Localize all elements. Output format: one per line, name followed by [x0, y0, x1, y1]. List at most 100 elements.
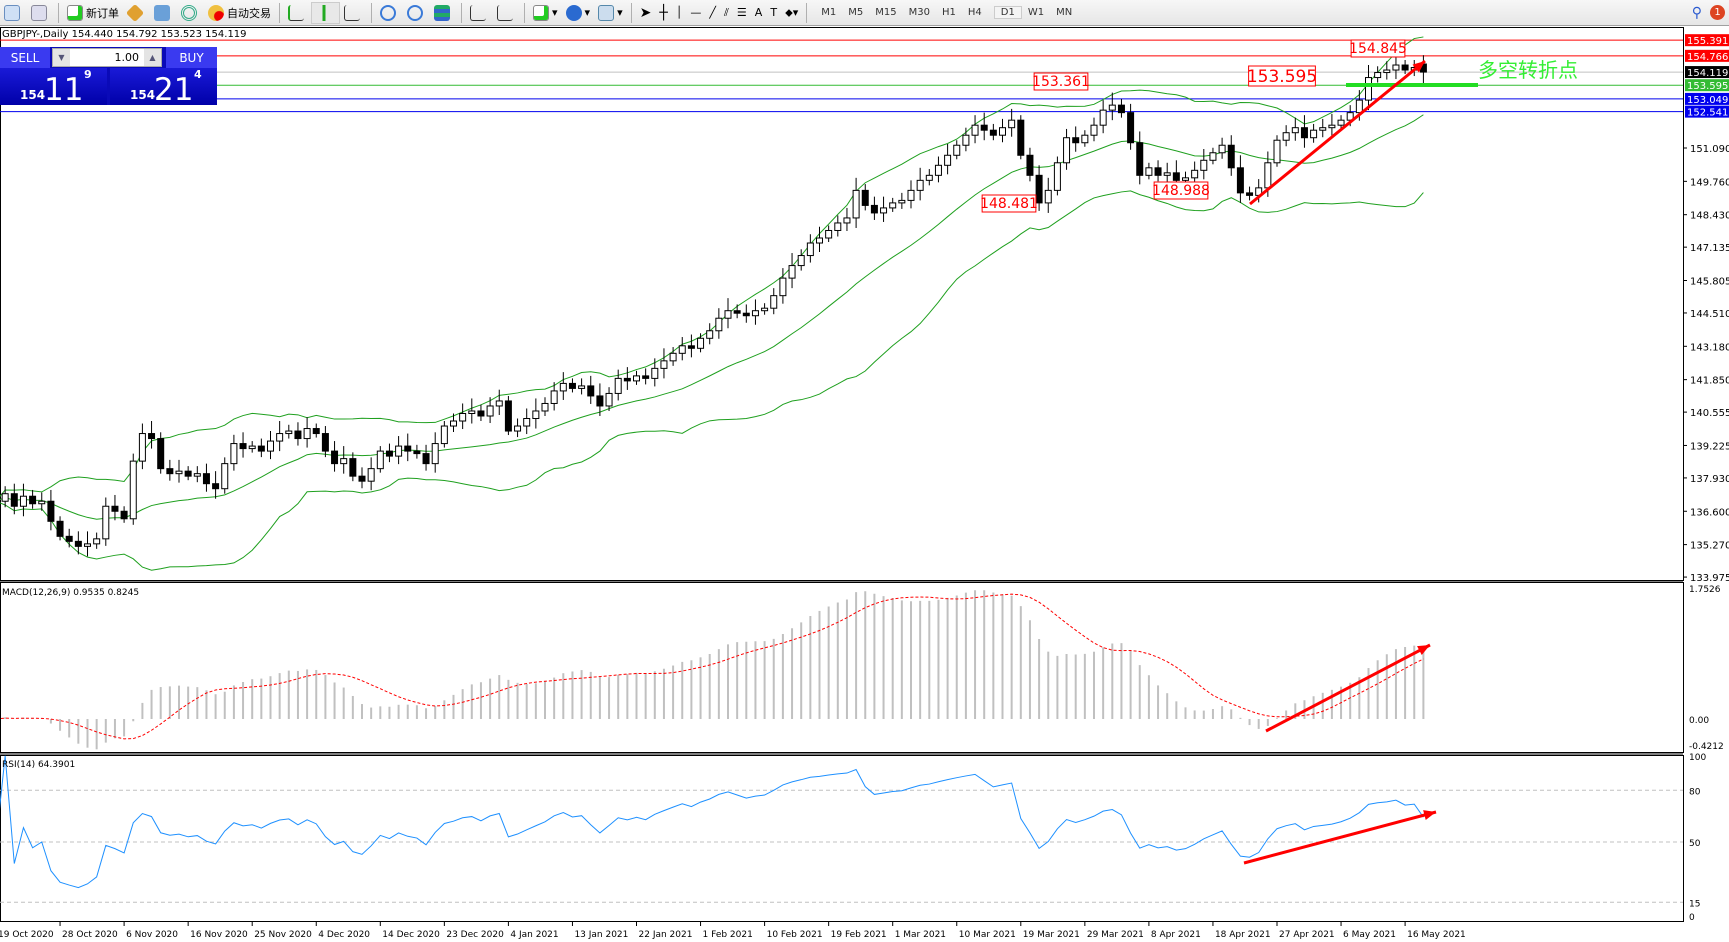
price-line-label-box: [1685, 105, 1729, 118]
candle: [1273, 139, 1281, 164]
price-annotation: 154.845: [1349, 41, 1407, 57]
search-button[interactable]: ⚲: [1688, 2, 1706, 24]
timeframe-m30[interactable]: M30: [908, 7, 931, 18]
auto-scroll-button[interactable]: [466, 2, 493, 24]
sell-price[interactable]: 154 11 9: [0, 68, 107, 108]
price-annotation-box: [1033, 72, 1089, 91]
candle: [74, 540, 82, 547]
candle: [1383, 69, 1391, 74]
divider: [461, 2, 462, 23]
candle: [385, 450, 393, 457]
candle-chart-button[interactable]: [311, 1, 340, 24]
timeframe-h1[interactable]: H1: [942, 7, 956, 18]
timeframe-mn[interactable]: MN: [1056, 7, 1073, 18]
price-line-label: 153.595: [1687, 81, 1728, 92]
periods-button[interactable]: ▾: [562, 2, 595, 24]
candle: [816, 237, 823, 244]
channel-tool[interactable]: ⫽: [720, 2, 733, 24]
candle: [1008, 119, 1016, 129]
lot-stepper[interactable]: ▼ 1.00 ▲: [52, 48, 162, 67]
date-label: 13 Jan 2021: [574, 930, 628, 940]
text-tool[interactable]: A: [751, 2, 767, 24]
bollinger-lower-band: [0, 190, 1424, 571]
candle: [221, 463, 229, 490]
candle: [376, 450, 384, 470]
indicators-button[interactable]: ▾: [529, 2, 562, 24]
buy-price-fraction: 4: [194, 68, 202, 81]
candle: [861, 189, 869, 206]
candle: [788, 265, 796, 279]
price-tick-label: 145.805: [1690, 276, 1729, 287]
clock-icon: [565, 4, 582, 21]
candle: [312, 428, 320, 435]
sell-price-fraction: 9: [84, 68, 92, 81]
zoom-in-button[interactable]: [376, 2, 403, 24]
macd-signal-line: [0, 593, 1424, 740]
signals-button[interactable]: [177, 2, 204, 24]
window-icon: [4, 4, 20, 21]
candle: [1108, 104, 1116, 111]
notifications-button[interactable]: 1: [1706, 2, 1729, 24]
candle: [486, 405, 494, 417]
trendline-tool[interactable]: ╱: [705, 2, 720, 24]
candle: [93, 538, 101, 545]
timeframe-m1[interactable]: M1: [821, 7, 837, 18]
arrows-tool[interactable]: ⬥▾: [781, 2, 802, 24]
zoom-out-button[interactable]: [403, 2, 430, 24]
timeframe-m15[interactable]: M15: [875, 7, 897, 18]
rsi-tick-label: 80: [1689, 787, 1701, 797]
candle: [761, 307, 769, 312]
line-chart-button[interactable]: [340, 2, 367, 24]
vertical-line-tool[interactable]: │: [672, 2, 687, 24]
timeframe-d1[interactable]: D1: [993, 6, 1022, 19]
lot-increase-button[interactable]: ▲: [144, 49, 161, 66]
candle: [193, 473, 201, 477]
candle: [1291, 127, 1299, 134]
timeframe-m5[interactable]: M5: [848, 7, 864, 18]
candle: [1136, 142, 1144, 176]
candle: [880, 207, 888, 214]
templates-button[interactable]: ▾: [594, 2, 627, 24]
candle: [138, 433, 146, 462]
candle: [1063, 137, 1071, 164]
candle: [1236, 167, 1244, 194]
zoom-in-icon: [380, 4, 396, 21]
candle: [1, 493, 9, 502]
candle: [257, 445, 265, 452]
macd-pane: [0, 590, 1431, 750]
price-annotation: 148.988: [1152, 183, 1210, 199]
candle: [1200, 159, 1208, 171]
candle: [1081, 134, 1089, 144]
cursor-tool[interactable]: ➤: [636, 2, 656, 24]
candle: [1365, 77, 1372, 101]
candle: [550, 390, 558, 404]
terminal-button[interactable]: [150, 2, 177, 24]
crosshair-tool[interactable]: ┼: [655, 2, 671, 24]
buy-price[interactable]: 154 21 4: [110, 68, 217, 108]
zoom-window-button[interactable]: [27, 2, 54, 24]
buy-price-big: 154: [130, 88, 156, 102]
text-label-tool[interactable]: T: [766, 2, 781, 24]
fibonacci-tool[interactable]: ☰: [733, 2, 751, 24]
new-order-button[interactable]: 新订单: [63, 2, 123, 24]
fibonacci-icon: ☰: [736, 6, 747, 19]
sell-button[interactable]: SELL: [0, 47, 50, 68]
horizontal-line-tool[interactable]: —: [686, 2, 705, 24]
tile-icon: [434, 4, 450, 21]
candle: [477, 410, 485, 417]
auto-trade-label: 自动交易: [227, 6, 271, 20]
candle: [349, 458, 357, 477]
bar-chart-button[interactable]: [284, 2, 311, 24]
timeframe-w1[interactable]: W1: [1027, 7, 1045, 18]
buy-button[interactable]: BUY: [166, 47, 217, 68]
timeframe-h4[interactable]: H4: [967, 7, 982, 18]
chart-header: GBPJPY-,Daily 154.440 154.792 153.523 15…: [2, 29, 247, 40]
candle: [587, 385, 595, 397]
lot-decrease-button[interactable]: ▼: [53, 49, 70, 66]
auto-trade-button[interactable]: 自动交易: [204, 2, 275, 24]
chart-shift-button[interactable]: [493, 2, 520, 24]
tile-windows-button[interactable]: [430, 2, 457, 24]
chart-window-button[interactable]: [0, 2, 27, 24]
lot-value[interactable]: 1.00: [114, 51, 140, 64]
